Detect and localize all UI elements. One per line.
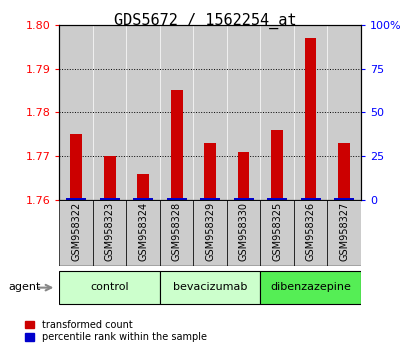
Text: GSM958326: GSM958326 (305, 202, 315, 261)
Bar (293, 25, 326, 200)
Bar (237, 152, 249, 200)
Bar (59, 25, 93, 200)
Text: GDS5672 / 1562254_at: GDS5672 / 1562254_at (113, 12, 296, 29)
Text: bevacizumab: bevacizumab (173, 282, 247, 292)
Bar (137, 174, 148, 200)
Bar (260, 25, 293, 200)
Bar (326, 25, 360, 200)
Bar (226, 200, 260, 266)
Bar (126, 200, 160, 266)
Bar (193, 200, 226, 266)
Legend: transformed count, percentile rank within the sample: transformed count, percentile rank withi… (25, 320, 207, 342)
Bar (99, 198, 119, 200)
Bar (160, 25, 193, 200)
Text: GSM958330: GSM958330 (238, 202, 248, 261)
Bar (260, 271, 360, 304)
Bar (93, 200, 126, 266)
Bar (271, 130, 282, 200)
Bar (333, 198, 353, 200)
Bar (293, 200, 326, 266)
Bar (59, 271, 160, 304)
Bar (204, 143, 216, 200)
Bar (93, 25, 126, 200)
Text: GSM958325: GSM958325 (272, 202, 281, 261)
Text: GSM958327: GSM958327 (338, 202, 348, 261)
Text: dibenzazepine: dibenzazepine (270, 282, 350, 292)
Bar (166, 198, 186, 200)
Text: GSM958322: GSM958322 (71, 202, 81, 261)
Bar (126, 25, 160, 200)
Bar (160, 271, 260, 304)
Bar (193, 25, 226, 200)
Bar (66, 198, 86, 200)
Bar (226, 25, 260, 200)
Bar (337, 143, 349, 200)
Bar (59, 200, 93, 266)
Text: GSM958323: GSM958323 (104, 202, 115, 261)
Text: GSM958329: GSM958329 (204, 202, 215, 261)
Bar (70, 134, 82, 200)
Bar (200, 198, 220, 200)
Text: GSM958324: GSM958324 (138, 202, 148, 261)
Bar (300, 198, 320, 200)
Bar (266, 198, 286, 200)
Bar (160, 200, 193, 266)
Bar (171, 91, 182, 200)
Bar (260, 200, 293, 266)
Bar (304, 38, 316, 200)
Bar (233, 198, 253, 200)
Bar (103, 156, 115, 200)
Text: control: control (90, 282, 129, 292)
Text: agent: agent (8, 282, 40, 292)
Bar (326, 200, 360, 266)
Text: GSM958328: GSM958328 (171, 202, 181, 261)
Bar (133, 198, 153, 200)
